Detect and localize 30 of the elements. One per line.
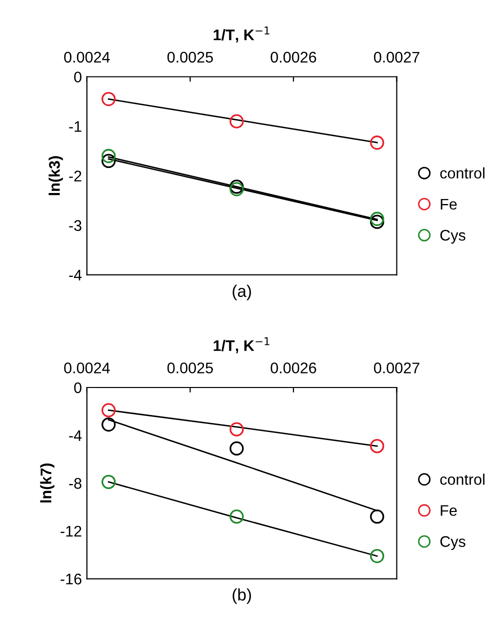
y-tick-label: -2 — [69, 170, 82, 182]
legend-label: control — [440, 474, 484, 485]
legend-label: Cys — [440, 536, 466, 550]
x-tick-label: 0.0025 — [167, 362, 213, 374]
legend-label: Fe — [440, 198, 457, 210]
y-tick-label: -4 — [69, 270, 82, 280]
x-tick-label: 0.0024 — [64, 362, 110, 374]
y-axis-title: ln(k3) — [48, 156, 63, 196]
y-axis-title: ln(k7) — [40, 464, 54, 502]
y-tick-label: -8 — [69, 478, 82, 489]
y-tick-label: -4 — [69, 430, 82, 441]
y-tick-label: -1 — [69, 121, 82, 132]
y-tick-label: -16 — [60, 574, 82, 584]
legend-label: Fe — [440, 505, 457, 516]
text: (a) — [232, 284, 251, 300]
y-tick-label: -3 — [69, 220, 82, 231]
x-tick-label: 0.0027 — [374, 52, 420, 63]
legend-label: Cys — [440, 230, 466, 244]
legend-label: control — [440, 167, 484, 179]
x-axis-title: 1/T, K$^{−1}$ — [214, 26, 270, 43]
x-tick-label: 0.0027 — [374, 362, 420, 374]
x-axis-title: 1/T, K$^{−1}$ — [214, 337, 270, 354]
y-tick-label: 0 — [74, 72, 82, 82]
text: (b) — [232, 588, 251, 604]
y-tick-label: -12 — [60, 526, 82, 536]
y-tick-label: 0 — [74, 382, 82, 394]
x-tick-label: 0.0025 — [167, 52, 213, 63]
x-tick-label: 0.0026 — [270, 52, 316, 63]
x-tick-label: 0.0024 — [64, 52, 110, 63]
x-tick-label: 0.0026 — [270, 362, 316, 374]
